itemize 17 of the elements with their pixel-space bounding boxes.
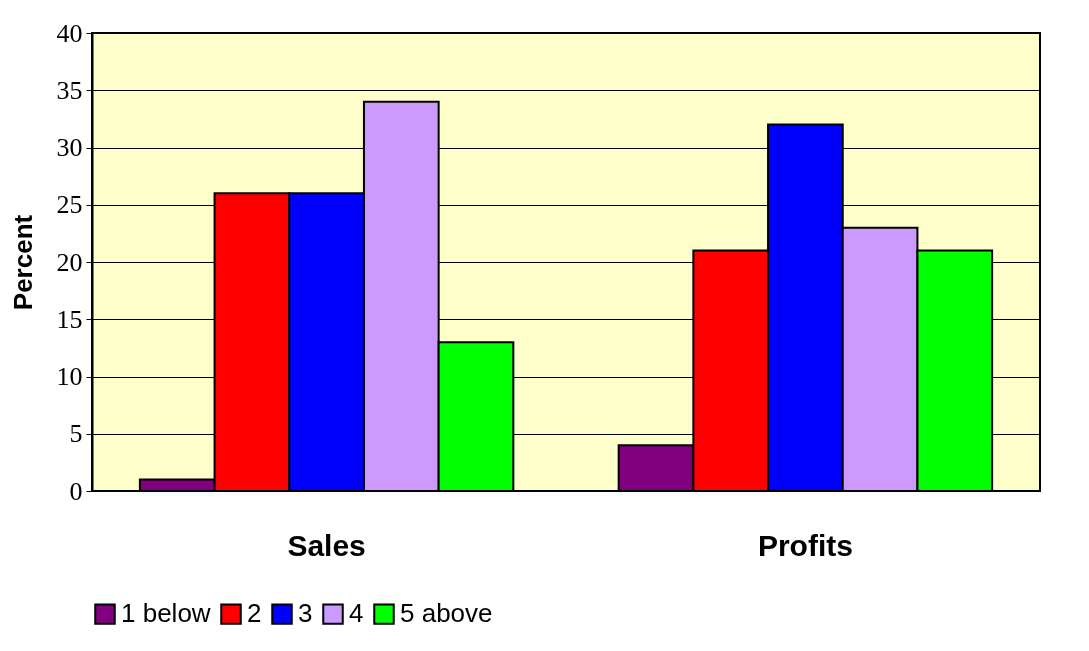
y-tick-label: 20 (56, 247, 83, 277)
y-tick-label: 30 (56, 133, 83, 162)
y-tick-label: 10 (56, 362, 83, 391)
y-tick-label: 0 (69, 476, 83, 506)
legend-label: 3 (298, 598, 313, 629)
x-tick-label: Sales (287, 528, 366, 562)
y-tick-label: 5 (69, 419, 83, 449)
y-tick-label: 25 (56, 190, 83, 220)
y-axis-title: Percent (7, 214, 38, 311)
x-tick-label: Profits (757, 528, 853, 562)
y-tick-label: 15 (56, 304, 83, 334)
legend-label: 4 (349, 598, 364, 629)
y-tick-label: 40 (56, 18, 83, 48)
legend-label: 1 below (121, 598, 211, 629)
legend-label: 5 above (400, 598, 493, 629)
legend-label: 2 (247, 598, 262, 629)
y-tick-label: 35 (56, 75, 83, 105)
